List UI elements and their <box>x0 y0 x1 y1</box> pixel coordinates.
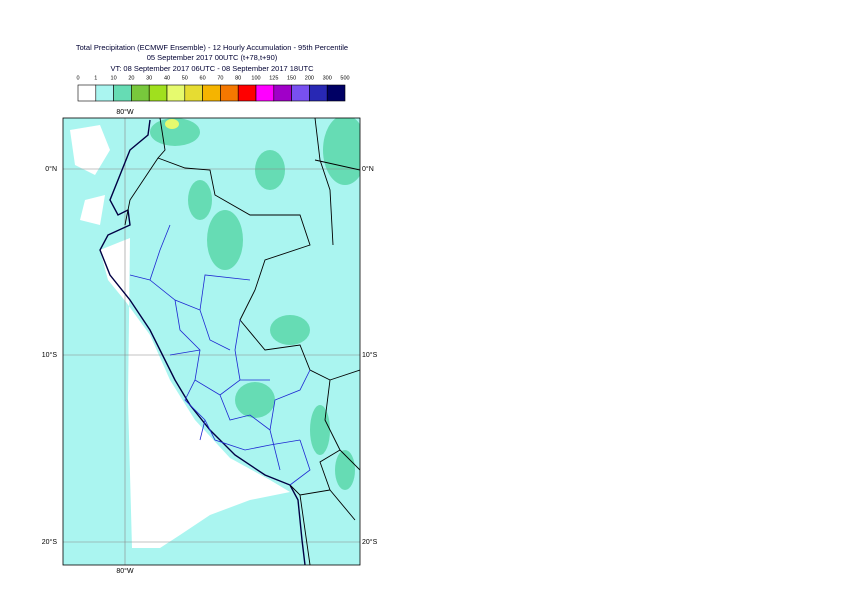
legend-swatch <box>309 84 328 102</box>
country-border <box>124 118 360 565</box>
lon-label: 80°W <box>116 108 134 116</box>
legend-label: 50 <box>182 75 188 81</box>
legend-label: 60 <box>200 75 206 81</box>
legend-swatch <box>184 84 203 102</box>
legend-label: 40 <box>164 75 170 81</box>
map <box>63 118 360 565</box>
legend-swatch <box>113 84 132 102</box>
legend-label: 80 <box>235 75 241 81</box>
legend-swatch <box>273 84 292 102</box>
valid-time: VT: 08 September 2017 06UTC - 08 Septemb… <box>110 64 314 73</box>
dry-area <box>70 125 165 500</box>
coastline <box>99 119 306 565</box>
legend-swatch <box>291 84 310 102</box>
legend-label: 1 <box>94 75 97 81</box>
lon-label: 80°W <box>116 567 134 575</box>
lat-label: 20°S <box>42 538 58 546</box>
legend-swatch <box>237 84 257 102</box>
legend-label: 150 <box>287 75 296 81</box>
legend-swatch <box>95 84 114 102</box>
legend-swatch <box>326 84 346 102</box>
legend-swatch <box>220 84 239 102</box>
lat-label: 10°S <box>362 351 378 359</box>
lat-label: 0°N <box>45 165 57 173</box>
legend-swatch <box>255 84 275 102</box>
legend-label: 125 <box>269 75 278 81</box>
precip-patch <box>165 119 179 129</box>
legend-label: 200 <box>305 75 314 81</box>
lat-label: 20°S <box>362 538 378 546</box>
legend-swatch <box>148 84 168 102</box>
map-frame <box>62 117 361 566</box>
legend: 0 1 10 20 30 40 50 60 70 80 100 125 150 200 300 500 <box>76 75 350 102</box>
subtitle: 05 September 2017 00UTC (t+78,t+90) <box>147 53 278 62</box>
title: Total Precipitation (ECMWF Ensemble) - 1… <box>76 43 348 52</box>
legend-swatch <box>166 84 186 102</box>
lat-label: 10°S <box>42 351 58 359</box>
legend-swatch <box>131 84 150 102</box>
legend-label: 10 <box>111 75 117 81</box>
legend-label: 300 <box>323 75 332 81</box>
precip-patch <box>150 118 360 490</box>
lat-label: 0°N <box>362 165 374 173</box>
legend-swatch <box>77 84 97 102</box>
legend-label: 20 <box>128 75 134 81</box>
legend-label: 0 <box>76 75 79 81</box>
legend-swatch <box>202 84 221 102</box>
legend-label: 500 <box>340 75 349 81</box>
legend-label: 30 <box>146 75 152 81</box>
legend-label: 70 <box>217 75 223 81</box>
province-border <box>129 224 311 486</box>
legend-label: 100 <box>251 75 260 81</box>
